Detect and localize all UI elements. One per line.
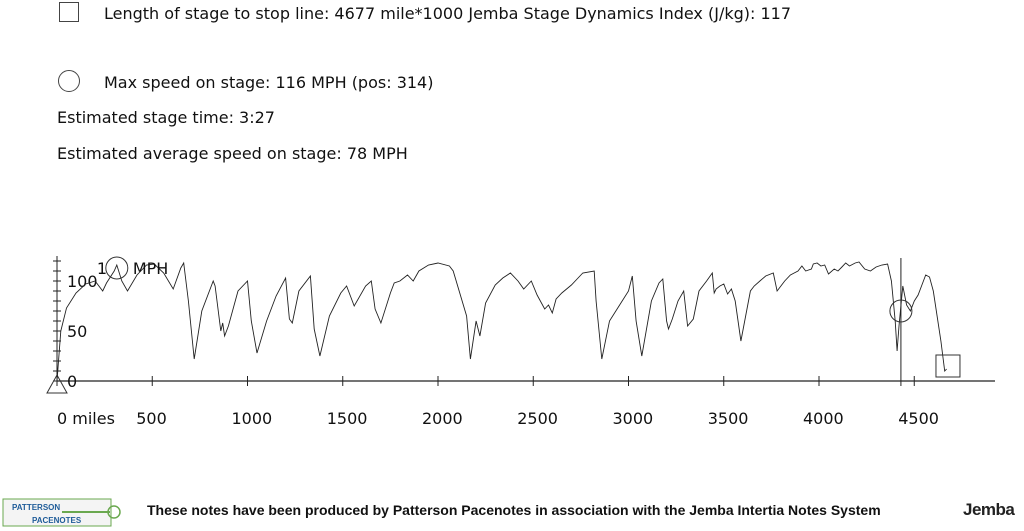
x-tick-label: 4000 [803, 409, 844, 428]
start-triangle-icon [46, 373, 68, 394]
finish-square-marker [935, 354, 961, 378]
max-speed-marker-circle [105, 256, 129, 280]
logo-left-line2: PACENOTES [32, 516, 82, 525]
x-tick-label: 2000 [422, 409, 463, 428]
estimated-stage-time: Estimated stage time: 3:27 [57, 108, 275, 127]
x-tick-label: 1500 [327, 409, 368, 428]
jemba-logo: Jemba [963, 500, 1015, 519]
speed-series-line [56, 261, 947, 382]
y-tick-label: 50 [67, 322, 87, 341]
max-speed-circle-icon [58, 70, 80, 92]
legend-stop-line-text: Length of stage to stop line: 4677 mile*… [104, 4, 792, 23]
x-tick-label: 4500 [898, 409, 939, 428]
max-speed-marker-label: 1 [97, 259, 107, 278]
x-tick-label: 3000 [613, 409, 654, 428]
x-tick-label: 3500 [708, 409, 749, 428]
patterson-pacenotes-logo: PATTERSON PACENOTES [2, 498, 121, 527]
x-tick-label: 1000 [232, 409, 273, 428]
stop-line-circle-marker [889, 299, 913, 323]
y-tick-label: 0 [67, 372, 77, 391]
estimated-average-speed: Estimated average speed on stage: 78 MPH [57, 144, 408, 163]
speed-profile-chart: 0 50 100 0 miles 500 1000 1500 2000 2500 3000 3500… [46, 256, 995, 428]
stop-line-square-icon [59, 2, 79, 22]
x-tick-label: 0 miles [57, 409, 115, 428]
x-tick-label: 500 [136, 409, 167, 428]
max-speed-marker-unit: MPH [133, 259, 168, 278]
x-tick-label: 2500 [517, 409, 558, 428]
y-tick-label: 100 [67, 272, 98, 291]
footer-credit: These notes have been produced by Patter… [147, 502, 881, 518]
legend-max-speed-text: Max speed on stage: 116 MPH (pos: 314) [104, 73, 434, 92]
logo-left-line1: PATTERSON [12, 503, 60, 512]
